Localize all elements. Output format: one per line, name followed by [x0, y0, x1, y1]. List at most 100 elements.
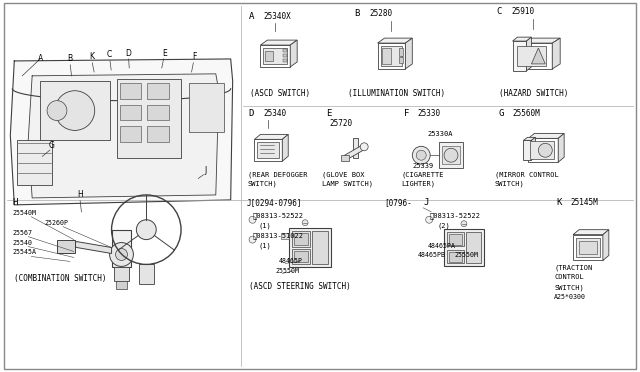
- Bar: [116, 79, 181, 158]
- Text: 25540M: 25540M: [12, 210, 36, 216]
- Text: H: H: [77, 190, 83, 199]
- Text: B: B: [355, 9, 360, 18]
- Bar: [573, 235, 603, 260]
- Polygon shape: [513, 37, 531, 41]
- Text: D: D: [248, 109, 254, 118]
- Text: (ASCD SWITCH): (ASCD SWITCH): [250, 89, 310, 98]
- Bar: [282, 232, 289, 238]
- Bar: [284, 59, 287, 62]
- Text: G: G: [49, 141, 55, 150]
- Polygon shape: [558, 134, 564, 162]
- Bar: [257, 142, 279, 158]
- Bar: [292, 248, 310, 264]
- Text: [0796-: [0796-: [385, 198, 412, 207]
- Text: C: C: [497, 7, 502, 16]
- Text: 25550M: 25550M: [275, 268, 300, 274]
- Bar: [399, 48, 403, 56]
- Bar: [447, 232, 464, 246]
- Text: 25720: 25720: [330, 119, 353, 128]
- Bar: [17, 140, 52, 185]
- Text: (GLOVE BOX: (GLOVE BOX: [322, 171, 365, 177]
- Text: (ASCD STEERING SWITCH): (ASCD STEERING SWITCH): [248, 282, 350, 291]
- Bar: [147, 105, 169, 121]
- Bar: [294, 250, 308, 262]
- Bar: [353, 138, 358, 158]
- Text: K: K: [89, 52, 94, 61]
- Bar: [113, 267, 129, 281]
- Text: SWITCH): SWITCH): [495, 180, 524, 186]
- Polygon shape: [378, 38, 412, 43]
- Circle shape: [426, 216, 433, 223]
- Bar: [449, 234, 462, 244]
- Bar: [140, 264, 154, 284]
- Polygon shape: [515, 38, 560, 43]
- Bar: [381, 48, 392, 64]
- Polygon shape: [527, 37, 531, 71]
- Text: F: F: [404, 109, 410, 118]
- Polygon shape: [573, 230, 609, 235]
- Text: H: H: [12, 198, 18, 207]
- Polygon shape: [529, 134, 564, 138]
- Text: LIGHTER): LIGHTER): [401, 180, 435, 186]
- Bar: [260, 45, 290, 67]
- Polygon shape: [260, 40, 297, 45]
- Bar: [444, 229, 484, 266]
- Text: G: G: [499, 109, 504, 118]
- Text: 25340X: 25340X: [264, 12, 291, 21]
- Circle shape: [249, 216, 256, 223]
- Text: 48465PB: 48465PB: [417, 253, 445, 259]
- Text: (REAR DEFOGGER: (REAR DEFOGGER: [248, 171, 307, 177]
- Bar: [189, 83, 224, 132]
- Text: 25560M: 25560M: [513, 109, 540, 118]
- Bar: [120, 105, 141, 121]
- Text: 25340: 25340: [264, 109, 287, 118]
- Text: (1): (1): [259, 223, 271, 229]
- Circle shape: [47, 101, 67, 121]
- Bar: [529, 138, 558, 162]
- Circle shape: [136, 220, 156, 240]
- Bar: [341, 155, 349, 161]
- Polygon shape: [28, 74, 219, 198]
- Text: (MIRROR CONTROL: (MIRROR CONTROL: [495, 171, 559, 177]
- Bar: [120, 83, 141, 99]
- Bar: [264, 48, 287, 64]
- Bar: [111, 230, 131, 267]
- Text: Ⓝ08313-51022: Ⓝ08313-51022: [253, 232, 303, 239]
- Bar: [447, 250, 464, 263]
- Text: Ⓝ08313-52522: Ⓝ08313-52522: [429, 213, 480, 219]
- Circle shape: [116, 248, 127, 260]
- Text: 25330: 25330: [417, 109, 440, 118]
- Bar: [284, 54, 287, 57]
- Bar: [116, 281, 127, 289]
- Text: (1): (1): [259, 243, 271, 249]
- Text: J: J: [205, 166, 207, 174]
- Bar: [576, 238, 600, 257]
- Bar: [294, 232, 308, 244]
- Bar: [449, 251, 462, 262]
- Text: C: C: [107, 51, 112, 60]
- Text: 25550M: 25550M: [454, 253, 478, 259]
- Circle shape: [55, 91, 95, 131]
- Text: (2): (2): [437, 223, 450, 229]
- Polygon shape: [282, 134, 288, 161]
- Text: (ILLUMINATION SWITCH): (ILLUMINATION SWITCH): [348, 89, 445, 98]
- Text: CONTROL: CONTROL: [554, 274, 584, 280]
- Circle shape: [538, 143, 552, 157]
- Circle shape: [461, 221, 467, 227]
- Polygon shape: [552, 38, 560, 69]
- Circle shape: [444, 148, 458, 162]
- Text: (TRACTION: (TRACTION: [554, 264, 593, 271]
- Circle shape: [249, 236, 256, 243]
- Bar: [147, 126, 169, 142]
- Bar: [466, 232, 481, 263]
- Text: 25260P: 25260P: [44, 220, 68, 226]
- Bar: [57, 240, 75, 253]
- Text: F: F: [192, 52, 196, 61]
- Text: J[0294-0796]: J[0294-0796]: [246, 198, 302, 207]
- Bar: [531, 141, 554, 159]
- Bar: [442, 146, 460, 164]
- Text: K: K: [556, 198, 561, 207]
- Text: (COMBINATION SWITCH): (COMBINATION SWITCH): [14, 274, 107, 283]
- Polygon shape: [531, 137, 536, 160]
- Polygon shape: [524, 137, 536, 140]
